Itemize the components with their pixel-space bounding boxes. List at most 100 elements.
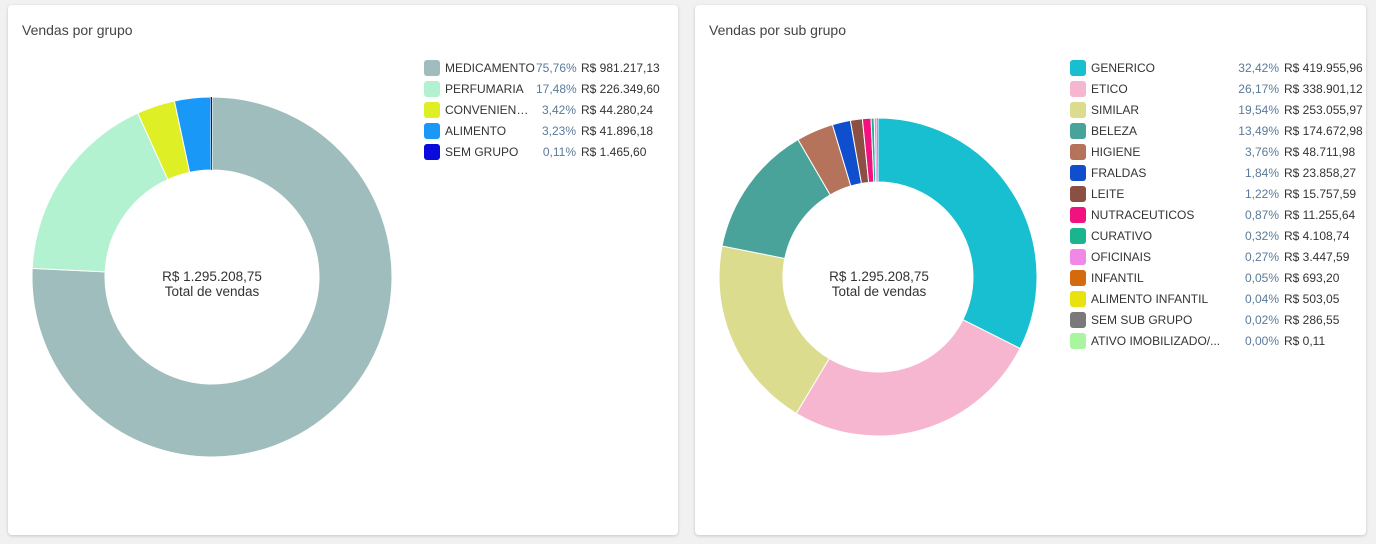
legend-swatch: [1070, 164, 1086, 181]
total-caption: Total de vendas: [831, 284, 927, 299]
legend-label: GENERICO: [1091, 60, 1156, 75]
legend-value: R$ 3.447,59: [1284, 249, 1350, 264]
legend-swatch: [424, 59, 440, 76]
chart-legend: MEDICAMENTO 75,76% R$ 981.217,13 PERFUMARIA…: [424, 57, 660, 162]
legend-value: R$ 4.108,74: [1284, 228, 1350, 243]
legend-item[interactable]: SEM SUB GRUPO 0,02% R$ 286,55: [1070, 309, 1363, 330]
slice-perfumaria[interactable]: [31, 112, 169, 273]
legend-percent: 3,23%: [541, 123, 576, 138]
legend-item[interactable]: SIMILAR 19,54% R$ 253.055,97: [1070, 99, 1363, 120]
legend-item[interactable]: ATIVO IMOBILIZADO/... 0,00% R$ 0,11: [1070, 330, 1363, 351]
legend-percent: 0,32%: [1244, 228, 1279, 243]
slice-sem-grupo[interactable]: [210, 97, 212, 171]
chart-title: Vendas por sub grupo: [709, 22, 846, 38]
legend-value: R$ 0,11: [1284, 333, 1326, 348]
legend-swatch: [1070, 332, 1086, 349]
legend-item[interactable]: CURATIVO 0,32% R$ 4.108,74: [1070, 225, 1363, 246]
legend-label: MEDICAMENTO: [445, 60, 535, 75]
legend-item[interactable]: ALIMENTO 3,23% R$ 41.896,18: [424, 120, 660, 141]
legend-swatch: [1070, 101, 1086, 118]
legend-item[interactable]: ETICO 26,17% R$ 338.901,12: [1070, 78, 1363, 99]
legend-swatch: [424, 101, 440, 118]
legend-label: ATIVO IMOBILIZADO/...: [1091, 333, 1221, 348]
legend-label: OFICINAIS: [1091, 249, 1152, 264]
donut-center-label: R$ 1.295.208,75 Total de vendas: [779, 269, 979, 299]
legend-swatch: [1070, 143, 1086, 160]
legend-item[interactable]: GENERICO 32,42% R$ 419.955,96: [1070, 57, 1363, 78]
slice-infantil[interactable]: [876, 118, 878, 183]
legend-value: R$ 338.901,12: [1284, 81, 1363, 96]
legend-item[interactable]: HIGIENE 3,76% R$ 48.711,98: [1070, 141, 1363, 162]
legend-swatch: [1070, 206, 1086, 223]
legend-item[interactable]: ALIMENTO INFANTIL 0,04% R$ 503,05: [1070, 288, 1363, 309]
legend-value: R$ 693,20: [1284, 270, 1340, 285]
legend-item[interactable]: SEM GRUPO 0,11% R$ 1.465,60: [424, 141, 660, 162]
legend-percent: 1,22%: [1244, 186, 1279, 201]
legend-value: R$ 419.955,96: [1284, 60, 1363, 75]
legend-swatch: [1070, 122, 1086, 139]
legend-item[interactable]: NUTRACEUTICOS 0,87% R$ 11.255,64: [1070, 204, 1363, 225]
slice-alimento[interactable]: [173, 96, 212, 173]
slice-etico[interactable]: [795, 319, 1021, 437]
legend-swatch: [1070, 290, 1086, 307]
legend-swatch: [1070, 269, 1086, 286]
legend-value: R$ 1.465,60: [581, 144, 647, 159]
legend-swatch: [424, 122, 440, 139]
donut-chart: [31, 96, 393, 458]
legend-value: R$ 48.711,98: [1284, 144, 1356, 159]
legend-value: R$ 286,55: [1284, 312, 1340, 327]
legend-label: CURATIVO: [1091, 228, 1153, 243]
legend-swatch: [1070, 311, 1086, 328]
legend-percent: 0,04%: [1244, 291, 1279, 306]
legend-label: ETICO: [1091, 81, 1128, 96]
donut-chart: [718, 117, 1038, 437]
legend-value: R$ 15.757,59: [1284, 186, 1357, 201]
total-caption: Total de vendas: [164, 284, 260, 299]
legend-percent: 75,76%: [536, 60, 577, 75]
legend-item[interactable]: BELEZA 13,49% R$ 174.672,98: [1070, 120, 1363, 141]
legend-percent: 13,49%: [1238, 123, 1279, 138]
legend-percent: 1,84%: [1244, 165, 1279, 180]
legend-label: CONVENIENCIA: [445, 102, 536, 117]
legend-value: R$ 226.349,60: [581, 81, 660, 96]
legend-item[interactable]: MEDICAMENTO 75,76% R$ 981.217,13: [424, 57, 660, 78]
legend-percent: 3,42%: [541, 102, 576, 117]
legend-percent: 0,02%: [1244, 312, 1279, 327]
legend-value: R$ 503,05: [1284, 291, 1340, 306]
legend-value: R$ 11.255,64: [1284, 207, 1356, 222]
legend-swatch: [1070, 248, 1086, 265]
legend-percent: 19,54%: [1238, 102, 1279, 117]
legend-percent: 0,05%: [1244, 270, 1279, 285]
legend-percent: 0,27%: [1244, 249, 1279, 264]
legend-swatch: [1070, 227, 1086, 244]
legend-item[interactable]: PERFUMARIA 17,48% R$ 226.349,60: [424, 78, 660, 99]
slice-generico[interactable]: [877, 117, 1038, 350]
chart-legend: GENERICO 32,42% R$ 419.955,96 ETICO 26,17% R$…: [1070, 57, 1363, 351]
legend-swatch: [424, 80, 440, 97]
legend-label: HIGIENE: [1091, 144, 1141, 159]
legend-label: INFANTIL: [1091, 270, 1144, 285]
legend-percent: 0,00%: [1244, 333, 1279, 348]
slice-medicamento[interactable]: [31, 96, 393, 458]
total-value: R$ 1.295.208,75: [162, 269, 262, 284]
legend-item[interactable]: OFICINAIS 0,27% R$ 3.447,59: [1070, 246, 1363, 267]
legend-percent: 26,17%: [1238, 81, 1279, 96]
donut-center-label: R$ 1.295.208,75 Total de vendas: [112, 269, 312, 299]
legend-label: ALIMENTO INFANTIL: [1091, 291, 1209, 306]
sales-by-subgroup-card: Vendas por sub grupo R$ 1.295.208,75 Tot…: [695, 5, 1366, 535]
legend-value: R$ 174.672,98: [1284, 123, 1363, 138]
legend-label: FRALDAS: [1091, 165, 1147, 180]
legend-value: R$ 23.858,27: [1284, 165, 1357, 180]
legend-label: BELEZA: [1091, 123, 1138, 138]
legend-label: PERFUMARIA: [445, 81, 524, 96]
legend-item[interactable]: LEITE 1,22% R$ 15.757,59: [1070, 183, 1363, 204]
legend-percent: 3,76%: [1244, 144, 1279, 159]
legend-item[interactable]: INFANTIL 0,05% R$ 693,20: [1070, 267, 1363, 288]
legend-swatch: [1070, 80, 1086, 97]
legend-label: SEM GRUPO: [445, 144, 519, 159]
legend-label: LEITE: [1091, 186, 1125, 201]
legend-label: NUTRACEUTICOS: [1091, 207, 1195, 222]
legend-item[interactable]: CONVENIENCIA 3,42% R$ 44.280,24: [424, 99, 660, 120]
legend-item[interactable]: FRALDAS 1,84% R$ 23.858,27: [1070, 162, 1363, 183]
chart-title: Vendas por grupo: [22, 22, 133, 38]
